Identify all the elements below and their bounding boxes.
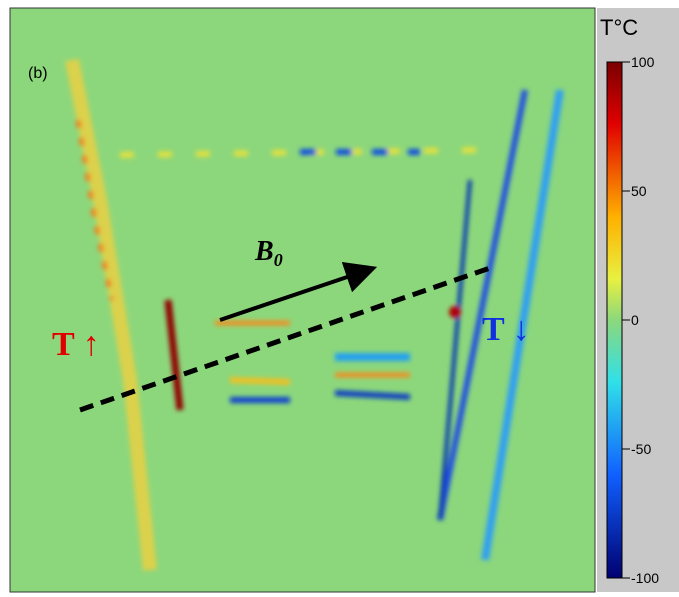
tick-label: 0 xyxy=(631,312,639,328)
colorbar-title: T°C xyxy=(600,15,638,40)
panel-label: (b) xyxy=(28,65,48,82)
colorbar xyxy=(606,61,623,579)
right-label: T ↓ xyxy=(482,311,530,348)
left-label: T ↑ xyxy=(52,326,100,363)
field-label: B0 xyxy=(254,236,283,270)
tick-label: 100 xyxy=(631,54,655,70)
field-arrow xyxy=(219,261,378,322)
tick-label: 50 xyxy=(631,183,647,199)
tick-label: -50 xyxy=(631,441,651,457)
thermal-map xyxy=(9,7,596,593)
tick-label: -100 xyxy=(631,570,659,586)
streaks xyxy=(65,58,564,571)
dashed-line xyxy=(79,265,491,413)
